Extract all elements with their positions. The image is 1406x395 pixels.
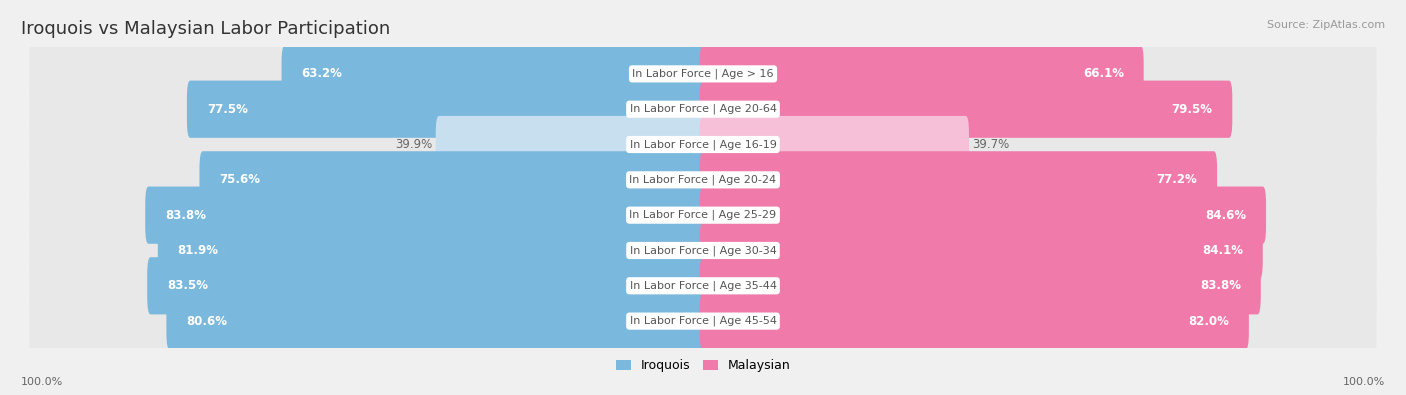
Text: In Labor Force | Age 45-54: In Labor Force | Age 45-54 [630,316,776,326]
Text: In Labor Force | Age 25-29: In Labor Force | Age 25-29 [630,210,776,220]
Text: Iroquois vs Malaysian Labor Participation: Iroquois vs Malaysian Labor Participatio… [21,20,391,38]
FancyBboxPatch shape [30,276,1376,366]
Text: 81.9%: 81.9% [177,244,219,257]
FancyBboxPatch shape [157,222,706,279]
Text: 79.5%: 79.5% [1171,103,1212,116]
FancyBboxPatch shape [30,100,1376,189]
Text: 75.6%: 75.6% [219,173,260,186]
Text: 77.2%: 77.2% [1157,173,1198,186]
FancyBboxPatch shape [700,222,1263,279]
FancyBboxPatch shape [700,257,1261,314]
FancyBboxPatch shape [30,135,1376,224]
Text: In Labor Force | Age 20-24: In Labor Force | Age 20-24 [630,175,776,185]
FancyBboxPatch shape [700,293,1249,350]
FancyBboxPatch shape [187,81,706,138]
Text: 82.0%: 82.0% [1188,314,1229,327]
Text: In Labor Force | Age > 16: In Labor Force | Age > 16 [633,69,773,79]
Text: 83.8%: 83.8% [165,209,207,222]
Legend: Iroquois, Malaysian: Iroquois, Malaysian [610,354,796,377]
FancyBboxPatch shape [436,116,706,173]
Text: Source: ZipAtlas.com: Source: ZipAtlas.com [1267,20,1385,30]
FancyBboxPatch shape [700,116,969,173]
FancyBboxPatch shape [200,151,706,209]
FancyBboxPatch shape [700,151,1218,209]
Text: 77.5%: 77.5% [207,103,247,116]
Text: In Labor Force | Age 30-34: In Labor Force | Age 30-34 [630,245,776,256]
Text: 39.9%: 39.9% [395,138,433,151]
Text: 63.2%: 63.2% [301,68,342,81]
Text: 100.0%: 100.0% [21,377,63,387]
Text: 80.6%: 80.6% [186,314,228,327]
FancyBboxPatch shape [166,293,706,350]
Text: 83.8%: 83.8% [1199,279,1241,292]
FancyBboxPatch shape [30,206,1376,295]
FancyBboxPatch shape [145,186,706,244]
FancyBboxPatch shape [30,171,1376,260]
Text: In Labor Force | Age 35-44: In Labor Force | Age 35-44 [630,280,776,291]
FancyBboxPatch shape [700,81,1232,138]
FancyBboxPatch shape [30,241,1376,330]
FancyBboxPatch shape [700,186,1265,244]
Text: In Labor Force | Age 20-64: In Labor Force | Age 20-64 [630,104,776,115]
FancyBboxPatch shape [281,45,706,102]
Text: In Labor Force | Age 16-19: In Labor Force | Age 16-19 [630,139,776,150]
Text: 66.1%: 66.1% [1083,68,1123,81]
Text: 83.5%: 83.5% [167,279,208,292]
FancyBboxPatch shape [148,257,706,314]
FancyBboxPatch shape [700,45,1143,102]
Text: 84.6%: 84.6% [1205,209,1246,222]
FancyBboxPatch shape [30,29,1376,118]
FancyBboxPatch shape [30,65,1376,154]
Text: 39.7%: 39.7% [973,138,1010,151]
Text: 100.0%: 100.0% [1343,377,1385,387]
Text: 84.1%: 84.1% [1202,244,1243,257]
